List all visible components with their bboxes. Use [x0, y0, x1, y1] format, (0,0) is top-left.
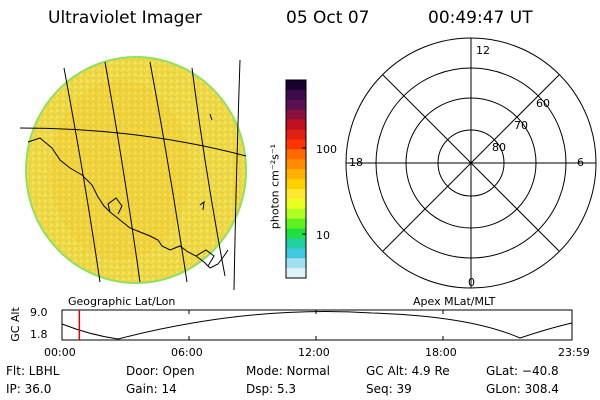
colorbar-swatch	[286, 228, 306, 239]
orbit-time-tick: 00:00	[44, 346, 76, 359]
colorbar	[285, 79, 307, 279]
seq-info: Seq: 39	[366, 382, 412, 396]
colorbar-swatch	[286, 80, 306, 91]
time-label: 00:49:47 UT	[428, 8, 533, 28]
left-panel-label: Geographic Lat/Lon	[68, 295, 176, 308]
orbit-ytick-bottom: 1.8	[30, 328, 48, 341]
colorbar-swatch	[286, 179, 306, 190]
colorbar-tick-100: 100	[316, 143, 337, 156]
polar-hour-12: 12	[476, 44, 490, 57]
earth-image	[25, 56, 247, 284]
colorbar-swatch	[286, 159, 306, 170]
orbit-ylabel: GC Alt	[8, 307, 22, 342]
colorbar-swatch	[286, 149, 306, 160]
colorbar-tick-10: 10	[316, 229, 330, 242]
orbit-ytick-top: 9.0	[30, 306, 48, 319]
orbit-time-tick: 06:00	[171, 346, 203, 359]
date-label: 05 Oct 07	[286, 8, 370, 28]
colorbar-swatch	[286, 169, 306, 180]
polar-lat-80: 80	[492, 141, 506, 154]
ip-info: IP: 36.0	[6, 382, 52, 396]
colorbar-swatch	[286, 129, 306, 140]
colorbar-swatch	[286, 109, 306, 121]
colorbar-swatch	[286, 268, 306, 279]
gain-info: Gain: 14	[126, 382, 177, 396]
colorbar-frame	[285, 79, 307, 279]
colorbar-swatch	[286, 119, 306, 130]
colorbar-swatch	[286, 188, 306, 200]
polar-hour-18: 18	[349, 156, 363, 169]
colorbar-swatch	[286, 238, 306, 249]
polar-hour-0: 0	[468, 276, 475, 289]
colorbar-swatch	[286, 139, 306, 150]
right-panel-label: Apex MLat/MLT	[413, 295, 496, 308]
colorbar-swatch	[286, 218, 306, 229]
polar-plot	[345, 37, 597, 289]
colorbar-swatch	[286, 248, 306, 259]
polar-lat-70: 70	[514, 119, 528, 132]
orbit-time-tick: 12:00	[298, 346, 330, 359]
polar-hour-6: 6	[577, 156, 584, 169]
colorbar-swatch	[286, 258, 306, 269]
instrument-title: Ultraviolet Imager	[48, 8, 202, 28]
polar-lat-60: 60	[536, 97, 550, 110]
colorbar-swatch	[286, 89, 306, 101]
colorbar-swatch	[286, 99, 306, 111]
geographic-grid	[19, 59, 247, 291]
coastline	[27, 113, 229, 269]
orbit-time-tick: 23:59	[558, 346, 590, 359]
mode-info: Mode: Normal	[246, 364, 330, 378]
glon-info: GLon: 308.4	[486, 382, 559, 396]
filter-info: Flt: LBHL	[6, 364, 60, 378]
colorbar-swatch	[286, 198, 306, 210]
gc-alt-info: GC Alt: 4.9 Re	[366, 364, 450, 378]
door-info: Door: Open	[126, 364, 195, 378]
orbit-plot	[61, 309, 573, 341]
glat-info: GLat: −40.8	[486, 364, 559, 378]
orbit-time-tick: 18:00	[425, 346, 457, 359]
colorbar-unit-label: photon cm⁻²s⁻¹	[268, 143, 282, 230]
colorbar-swatch	[286, 208, 306, 220]
dsp-info: Dsp: 5.3	[246, 382, 297, 396]
